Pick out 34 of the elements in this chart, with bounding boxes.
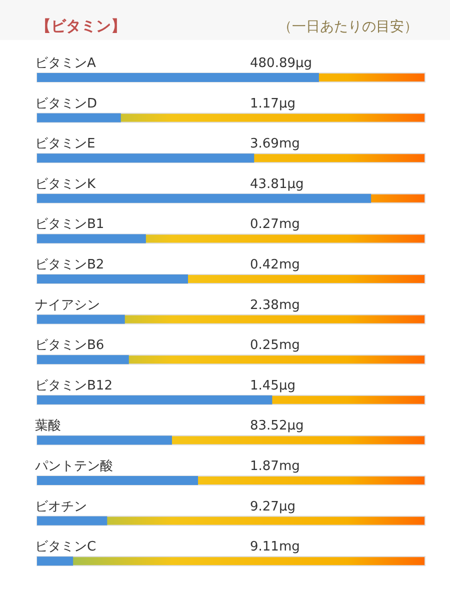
annotation: 480.89μg [250,56,312,71]
annotation: 1.87mg [250,459,300,474]
annotation: 0.42mg [250,258,300,272]
annotation: 0.27mg [250,217,300,232]
y-tick-label: ビタミンD [35,96,98,112]
bar [37,234,146,244]
annotation: 9.11mg [250,540,300,555]
annotation: 2.38mg [250,298,300,313]
y-tick-label: ビタミンK [35,176,96,192]
y-tick-label: ビタミンB6 [35,338,104,354]
y-tick-label: ビタミンB2 [35,258,104,272]
chart-subtitle: （一日あたりの目安） [278,19,418,35]
annotation: 43.81μg [250,176,304,192]
y-tick-label: ビタミンE [35,136,96,152]
y-tick-label: ナイアシン [35,298,100,313]
annotation: 3.69mg [250,136,300,152]
y-tick-label: ビタミンB1 [35,217,104,232]
y-tick-label: ビタミンC [35,540,96,555]
y-tick-label: パントテン酸 [34,459,113,474]
annotation: 0.25mg [250,338,300,354]
annotation: 1.17μg [250,96,296,112]
bar [37,556,74,566]
chart-title: 【ビタミン】 [36,17,126,35]
y-tick-label: 葉酸 [35,418,61,434]
annotation: 9.27μg [250,499,296,514]
bar [37,355,129,364]
bar [37,314,125,324]
bar [37,113,121,122]
y-tick-label: ビタミンB12 [35,378,112,394]
y-tick-label: ビタミンA [35,56,96,71]
annotation: 1.45μg [250,378,296,394]
bar [37,516,108,526]
annotation: 83.52μg [250,418,304,434]
y-tick-label: ビオチン [35,499,87,514]
